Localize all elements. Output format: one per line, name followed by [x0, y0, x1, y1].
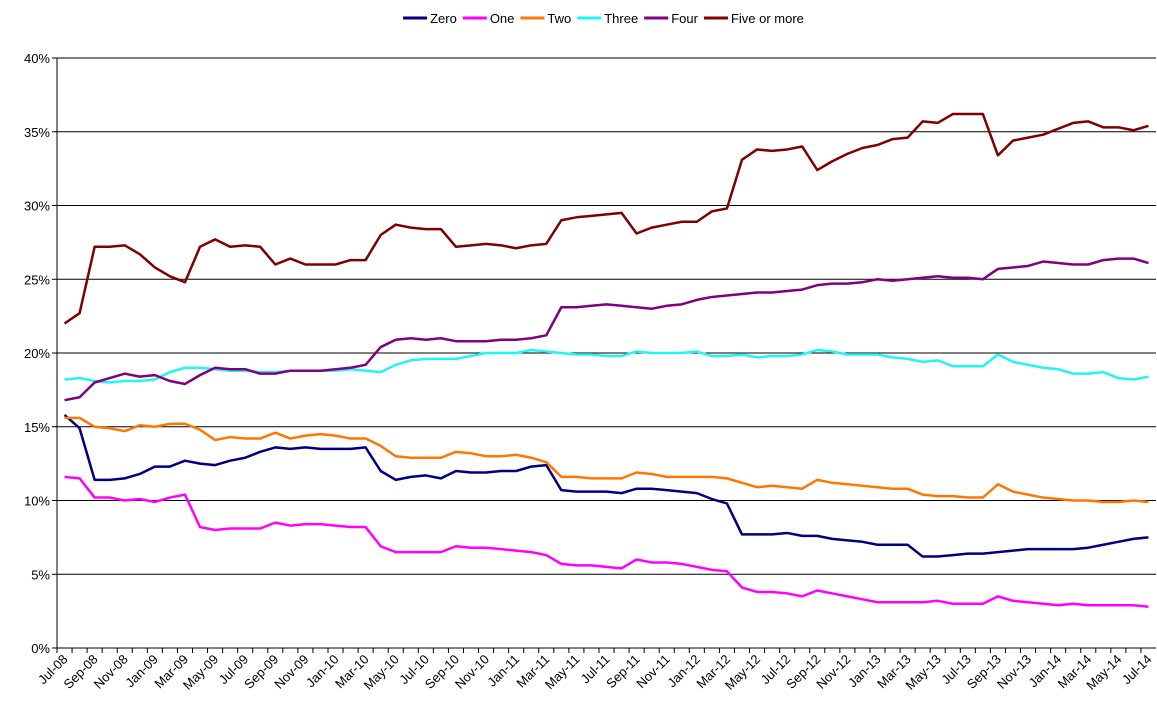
series-line — [64, 475, 1149, 608]
y-tick-label: 30% — [24, 199, 50, 214]
y-tick-label: 40% — [24, 51, 50, 66]
legend-label: Two — [547, 11, 571, 26]
legend-label: Five or more — [731, 11, 804, 26]
y-tick-label: 15% — [24, 420, 50, 435]
series-line — [63, 112, 1149, 325]
x-tick-label: Nov-12 — [813, 652, 853, 692]
series-line — [64, 257, 1149, 402]
series-line — [64, 348, 1149, 384]
y-tick-label: 0% — [31, 641, 50, 656]
legend-label: Three — [604, 11, 638, 26]
x-tick-label: Jul-14 — [1119, 652, 1155, 688]
legend-label: Zero — [430, 11, 457, 26]
y-tick-label: 10% — [24, 494, 50, 509]
y-tick-label: 25% — [24, 272, 50, 287]
x-tick-label: Nov-08 — [91, 652, 131, 692]
x-tick-label: Nov-10 — [452, 652, 492, 692]
legend-label: One — [490, 11, 515, 26]
y-tick-label: 35% — [24, 125, 50, 140]
legend-label: Four — [671, 11, 698, 26]
x-tick-label: Nov-13 — [994, 652, 1034, 692]
y-tick-label: 20% — [24, 346, 50, 361]
series-line — [64, 416, 1149, 504]
x-tick-label: Nov-09 — [271, 652, 311, 692]
x-tick-label: May-11 — [542, 652, 583, 693]
x-tick-label: Nov-11 — [633, 652, 673, 692]
y-tick-label: 5% — [31, 567, 50, 582]
legend: Zero One Two Three Four Five or more — [403, 11, 804, 26]
series-line — [63, 414, 1149, 558]
